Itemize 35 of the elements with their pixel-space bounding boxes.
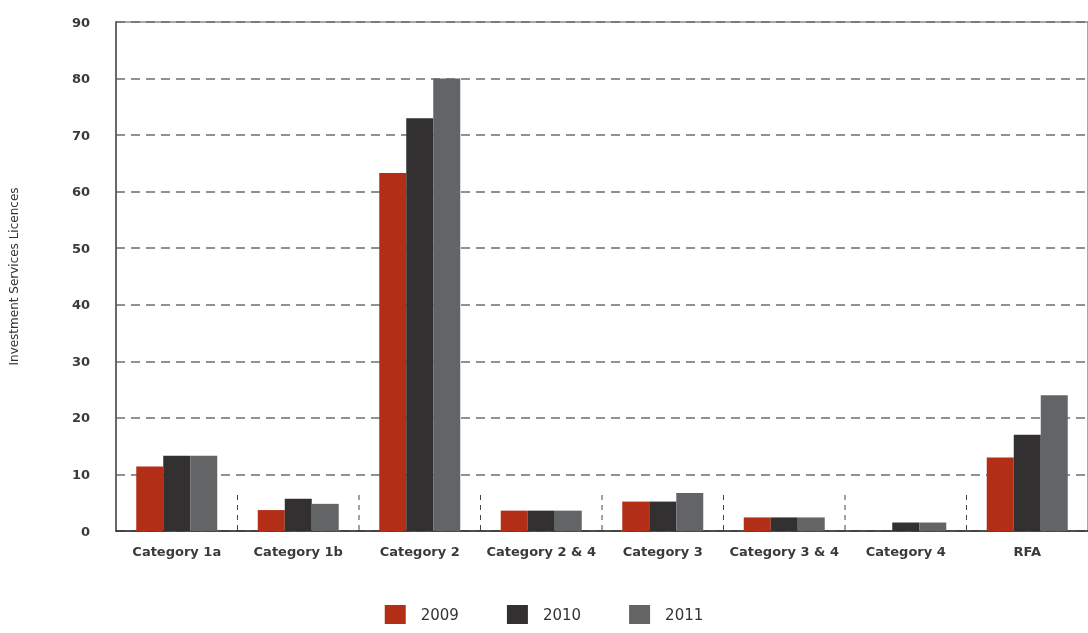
bar — [986, 457, 1014, 531]
bar — [743, 517, 771, 531]
legend-label: 2010 — [542, 605, 582, 624]
legend-label: 2011 — [665, 605, 704, 624]
legend-label: 2009 — [420, 605, 459, 624]
bar — [919, 522, 947, 531]
x-tick-label: Category 2 — [379, 544, 460, 559]
bar — [257, 510, 285, 531]
y-tick-label: 50 — [71, 240, 90, 256]
y-tick-label: 60 — [71, 184, 90, 200]
y-tick-label: 10 — [71, 466, 90, 482]
x-tick-label: Category 1b — [253, 544, 343, 559]
x-tick-label: Category 4 — [865, 544, 946, 559]
x-tick-label: Category 2 & 4 — [486, 544, 596, 559]
y-tick-label: 40 — [71, 297, 90, 313]
y-tick-label: 70 — [71, 127, 90, 143]
bar — [676, 493, 704, 531]
bar — [500, 510, 528, 531]
bar — [622, 501, 650, 531]
x-tick-label: Category 3 — [622, 544, 703, 559]
y-tick-label: 30 — [71, 353, 90, 369]
x-tick-label: Category 3 & 4 — [729, 544, 839, 559]
bar — [136, 466, 164, 531]
y-tick-label: 0 — [80, 523, 90, 539]
bar — [797, 517, 825, 531]
bar — [379, 173, 407, 531]
bar — [190, 455, 218, 531]
y-tick-label: 80 — [71, 71, 90, 87]
x-tick-label: Category 1a — [132, 544, 222, 559]
y-tick-label: 90 — [71, 14, 90, 30]
y-axis-title: Investment Services Licences — [7, 187, 21, 366]
y-tick-label: 20 — [71, 410, 90, 426]
bar — [311, 503, 339, 531]
x-tick-label: RFA — [1013, 544, 1041, 559]
bar — [554, 510, 582, 531]
